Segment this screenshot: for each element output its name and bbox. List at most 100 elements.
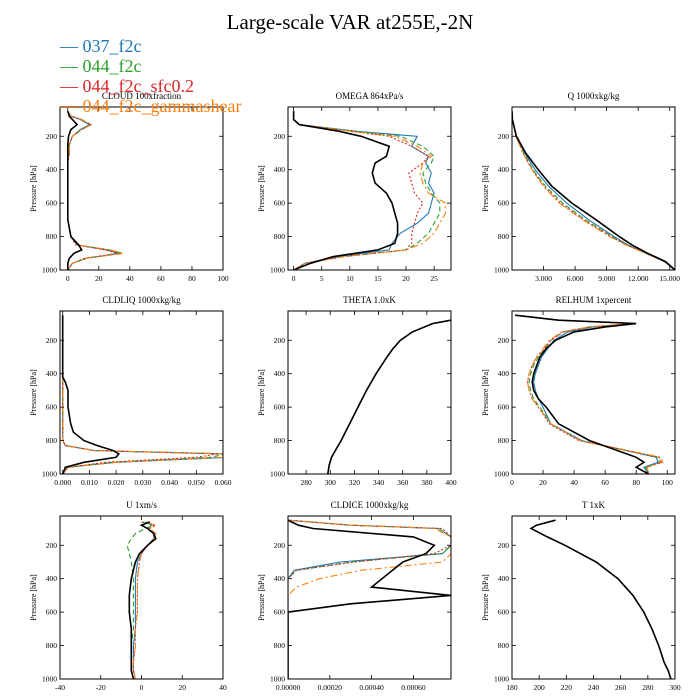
x-tick-label: 300	[669, 683, 681, 692]
y-tick-label: 800	[274, 436, 286, 445]
series-line-044_f2c_sfc0.2	[529, 519, 672, 679]
y-tick-label: 400	[498, 369, 510, 378]
y-tick-label: 600	[498, 199, 510, 208]
series-line-ref	[512, 111, 675, 270]
y-tick-label: 400	[498, 165, 510, 174]
y-tick-label: 200	[46, 541, 58, 550]
x-tick-label: -20	[96, 683, 106, 692]
panel-title: RELHUM 1xpercent	[556, 295, 632, 305]
y-tick-label: 600	[274, 608, 286, 617]
y-tick-label: 800	[46, 641, 58, 650]
y-tick-label: 1000	[270, 470, 285, 479]
x-tick-label: 12.000	[628, 274, 649, 283]
plot-frame	[59, 515, 224, 680]
y-tick-label: 1000	[42, 470, 57, 479]
x-tick-label: 0.040	[161, 478, 178, 487]
panel-title: Q 1000xkg/kg	[568, 91, 620, 101]
legend-label: 044_f2c	[82, 56, 142, 76]
x-tick-label: 300	[325, 478, 337, 487]
series-line-ref	[67, 110, 83, 270]
series-line-037_f2c	[67, 110, 120, 270]
series-line-037_f2c	[512, 111, 675, 270]
y-tick-label: 400	[274, 369, 286, 378]
series-line-044_f2c_sfc0.2	[515, 314, 662, 474]
series-line-ref	[292, 111, 399, 270]
series-line-044_f2c_sfc0.2	[288, 519, 451, 679]
x-tick-label: 0.000	[54, 478, 71, 487]
panel-title: CLDLIQ 1000xkg/kg	[102, 295, 181, 305]
series-line-044_f2c_sfc0.2	[293, 111, 430, 270]
x-tick-label: 100	[217, 274, 229, 283]
x-tick-label: 9.000	[598, 274, 615, 283]
series-line-ref	[128, 521, 157, 679]
legend-item-044-f2c: — 044_f2c	[60, 56, 142, 76]
x-tick-label: 25	[430, 274, 438, 283]
y-axis-label: Pressure [hPa]	[29, 165, 38, 212]
series-line-044_f2c	[288, 519, 451, 679]
y-tick-label: 800	[46, 436, 58, 445]
x-tick-label: 220	[561, 683, 573, 692]
x-tick-label: 0.00040	[359, 683, 384, 692]
series-line-037_f2c	[62, 315, 223, 474]
series-line-044_f2c_sfc0.2	[327, 319, 451, 474]
y-axis-label: Pressure [hPa]	[257, 369, 266, 416]
y-tick-label: 600	[498, 403, 510, 412]
legend-label: 037_f2c	[82, 36, 142, 56]
x-tick-label: 400	[445, 478, 457, 487]
panel-2: OMEGA 864xPa/s Pressure [hPa] 0 5 10 15 20 25 20…	[257, 91, 452, 283]
x-tick-label: 40	[570, 478, 578, 487]
y-tick-label: 800	[274, 232, 286, 241]
series-line-037_f2c	[327, 319, 451, 474]
legend-label: 044_f2c_sfc0.2	[82, 76, 194, 96]
y-tick-label: 1000	[42, 675, 57, 684]
series-line-044_f2c_gammashear	[512, 111, 675, 270]
series-line-044_f2c_sfc0.2	[67, 110, 118, 270]
x-tick-label: 40	[126, 274, 134, 283]
series-line-044_f2c	[327, 319, 451, 474]
y-tick-label: 800	[274, 641, 286, 650]
x-tick-label: 0.020	[108, 478, 125, 487]
plot-frame	[59, 106, 224, 271]
panel-3: Q 1000xkg/kg Pressure [hPa] 3.000 6.000 9.00…	[481, 91, 680, 283]
plot-frame	[511, 310, 676, 475]
y-tick-label: 200	[274, 541, 286, 550]
y-tick-label: 800	[498, 232, 510, 241]
x-tick-label: 5	[320, 274, 324, 283]
x-tick-label: 0	[510, 478, 514, 487]
x-tick-label: 180	[506, 683, 518, 692]
plot-frame	[287, 106, 452, 271]
y-tick-label: 200	[46, 336, 58, 345]
x-tick-label: 0.060	[215, 478, 232, 487]
series-line-044_f2c_gammashear	[67, 110, 124, 270]
panel-6: RELHUM 1xpercent Pressure [hPa] 0 20 40 60 80 1…	[481, 295, 676, 487]
x-tick-label: 240	[588, 683, 600, 692]
x-tick-label: 340	[373, 478, 385, 487]
y-tick-label: 200	[498, 541, 510, 550]
y-axis-label: Pressure [hPa]	[481, 574, 490, 621]
x-tick-label: 20	[402, 274, 410, 283]
legend: — 037_f2c — 044_f2c — 044_f2c_sfc0.2 — 0…	[60, 36, 241, 116]
series-line-044_f2c	[529, 519, 672, 679]
y-tick-label: 400	[46, 369, 58, 378]
x-tick-label: 3.000	[535, 274, 552, 283]
panel-title: CLOUD 100xfraction	[102, 91, 182, 101]
y-tick-label: 1000	[494, 675, 509, 684]
panel-title: OMEGA 864xPa/s	[336, 91, 404, 101]
x-tick-label: 0.00000	[276, 683, 301, 692]
panel-5: THETA 1.0xK Pressure [hPa] 280 300 320 340 360…	[257, 295, 457, 487]
y-tick-label: 400	[498, 574, 510, 583]
plot-frame	[511, 106, 676, 271]
series-line-044_f2c_gammashear	[515, 314, 664, 474]
x-tick-label: 0	[66, 274, 70, 283]
y-tick-label: 600	[274, 199, 286, 208]
x-tick-label: 320	[349, 478, 361, 487]
y-tick-label: 600	[274, 403, 286, 412]
y-tick-label: 200	[498, 336, 510, 345]
panel-1: CLOUD 100xfraction Pressure [hPa] 0 20 40 60 8…	[29, 91, 229, 283]
x-tick-label: 20	[539, 478, 547, 487]
series-line-044_f2c	[62, 315, 223, 474]
plot-frame	[287, 310, 452, 475]
series-line-044_f2c_gammashear	[132, 521, 157, 679]
y-axis-label: Pressure [hPa]	[257, 574, 266, 621]
y-tick-label: 400	[274, 574, 286, 583]
